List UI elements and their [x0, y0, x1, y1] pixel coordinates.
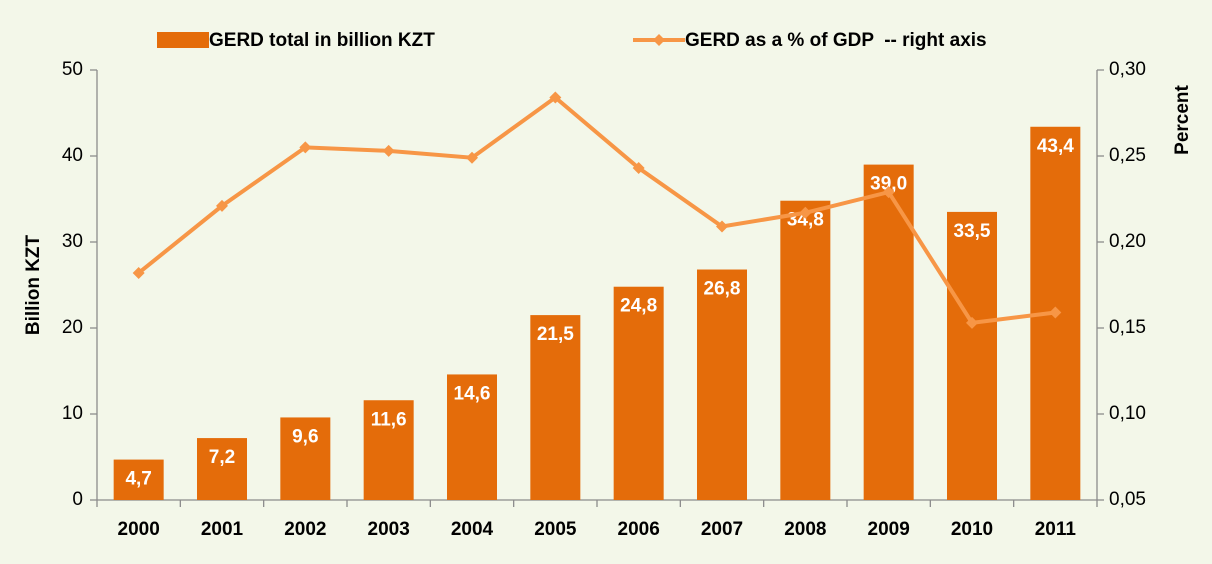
bar — [697, 269, 747, 500]
x-tick-label: 2003 — [368, 519, 410, 540]
marker — [799, 206, 812, 219]
bar — [363, 400, 414, 500]
bar — [197, 438, 247, 500]
x-tick-label: 2006 — [618, 519, 660, 540]
marker — [216, 199, 228, 212]
y-tick-label: 30 — [62, 231, 83, 252]
x-tick-label: 2011 — [1035, 519, 1077, 540]
y-axis-title: Billion KZT — [23, 234, 44, 335]
bar — [947, 211, 997, 500]
y-tick-label: 0 — [72, 489, 83, 510]
y-tick-label: 50 — [62, 59, 83, 80]
x-tick-label: 2007 — [701, 519, 743, 540]
data-label: 43,4 — [1037, 136, 1074, 157]
bar — [447, 374, 497, 500]
legend-marker — [653, 34, 665, 46]
y2-tick-label: 0,15 — [1109, 317, 1146, 338]
marker — [466, 151, 478, 164]
x-tick-label: 2005 — [534, 519, 577, 540]
marker — [132, 266, 145, 279]
legend-label: GERD as a % of GDP -- right axis — [685, 30, 987, 51]
data-label: 21,5 — [537, 324, 574, 345]
y2-tick-label: 0,05 — [1109, 489, 1146, 510]
marker — [716, 220, 728, 233]
data-label: 14,6 — [454, 383, 491, 404]
data-label: 26,8 — [704, 279, 741, 300]
bar — [113, 459, 164, 500]
data-label: 9,6 — [292, 426, 318, 447]
line — [137, 94, 1056, 325]
marker — [549, 91, 562, 104]
x-tick-label: 2009 — [868, 519, 910, 540]
data-label: 24,8 — [620, 296, 657, 317]
x-tick-label: 2002 — [284, 519, 326, 540]
y2-tick-label: 0,10 — [1109, 403, 1146, 424]
y2-tick-label: 0,30 — [1109, 59, 1146, 80]
legend-swatch — [157, 32, 209, 48]
y-tick-label: 40 — [62, 145, 83, 166]
y2-axis-title: Percent — [1172, 84, 1193, 154]
data-label: 4,7 — [125, 469, 151, 490]
marker — [382, 144, 395, 157]
bar — [863, 164, 914, 500]
data-label: 7,2 — [209, 447, 235, 468]
marker — [882, 186, 895, 199]
legend-label: GERD total in billion KZT — [209, 30, 435, 51]
y-tick-label: 20 — [62, 317, 83, 338]
y2-tick-label: 0,20 — [1109, 231, 1146, 252]
y-tick-label: 10 — [62, 403, 83, 424]
x-tick-label: 2010 — [951, 519, 993, 540]
marker — [632, 162, 645, 175]
data-label: 33,5 — [954, 221, 991, 242]
data-label: 39,0 — [870, 174, 907, 195]
bar — [613, 286, 664, 500]
x-tick-label: 2004 — [451, 519, 494, 540]
bar — [780, 200, 831, 500]
bar — [280, 417, 331, 500]
marker — [299, 141, 312, 154]
marker — [966, 316, 978, 329]
bar — [530, 315, 581, 500]
marker — [1049, 306, 1062, 319]
x-tick-label: 2000 — [118, 519, 160, 540]
y2-tick-label: 0,25 — [1109, 145, 1146, 166]
x-tick-label: 2001 — [201, 519, 244, 540]
x-tick-label: 2008 — [784, 519, 826, 540]
data-label: 11,6 — [371, 409, 407, 430]
